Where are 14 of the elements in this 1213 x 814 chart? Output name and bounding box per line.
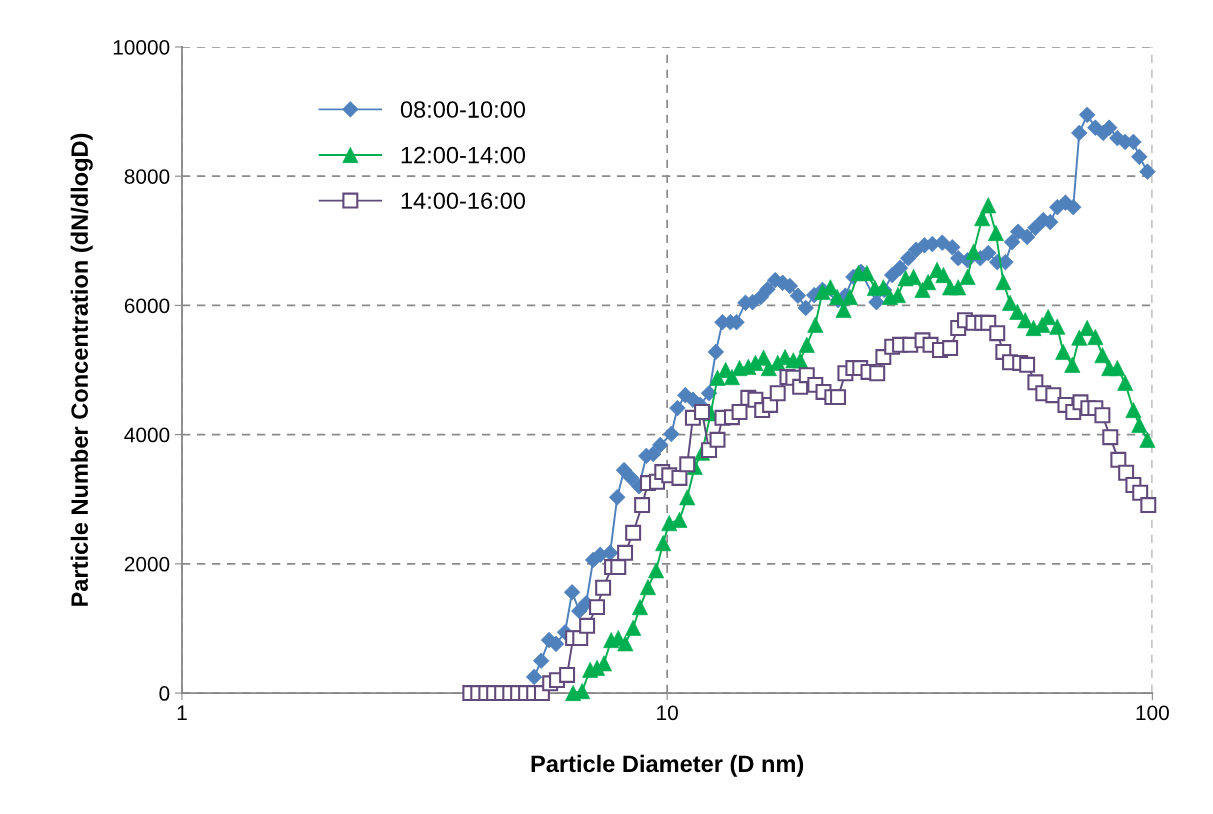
legend-label: 08:00-10:00 — [400, 101, 526, 118]
y-tick-label: 2000 — [124, 556, 170, 572]
x-tick-label: 100 — [1136, 705, 1169, 721]
y-tick-label: 6000 — [124, 298, 170, 314]
legend-label: 14:00-16:00 — [401, 192, 526, 210]
legend-label: 12:00-14:00 — [401, 146, 526, 164]
x-tick-label: 1 — [177, 705, 187, 720]
y-axis-title: Particle Number Concentration (dN/dlogD) — [70, 133, 93, 606]
x-axis-title: Particle Diameter (D nm) — [531, 754, 804, 777]
x-tick-label: 10 — [657, 705, 678, 721]
y-tick-label: 0 — [159, 686, 170, 701]
y-tick-label: 10000 — [113, 39, 170, 55]
y-tick-label: 8000 — [124, 169, 170, 184]
y-tick-label: 4000 — [124, 427, 170, 443]
